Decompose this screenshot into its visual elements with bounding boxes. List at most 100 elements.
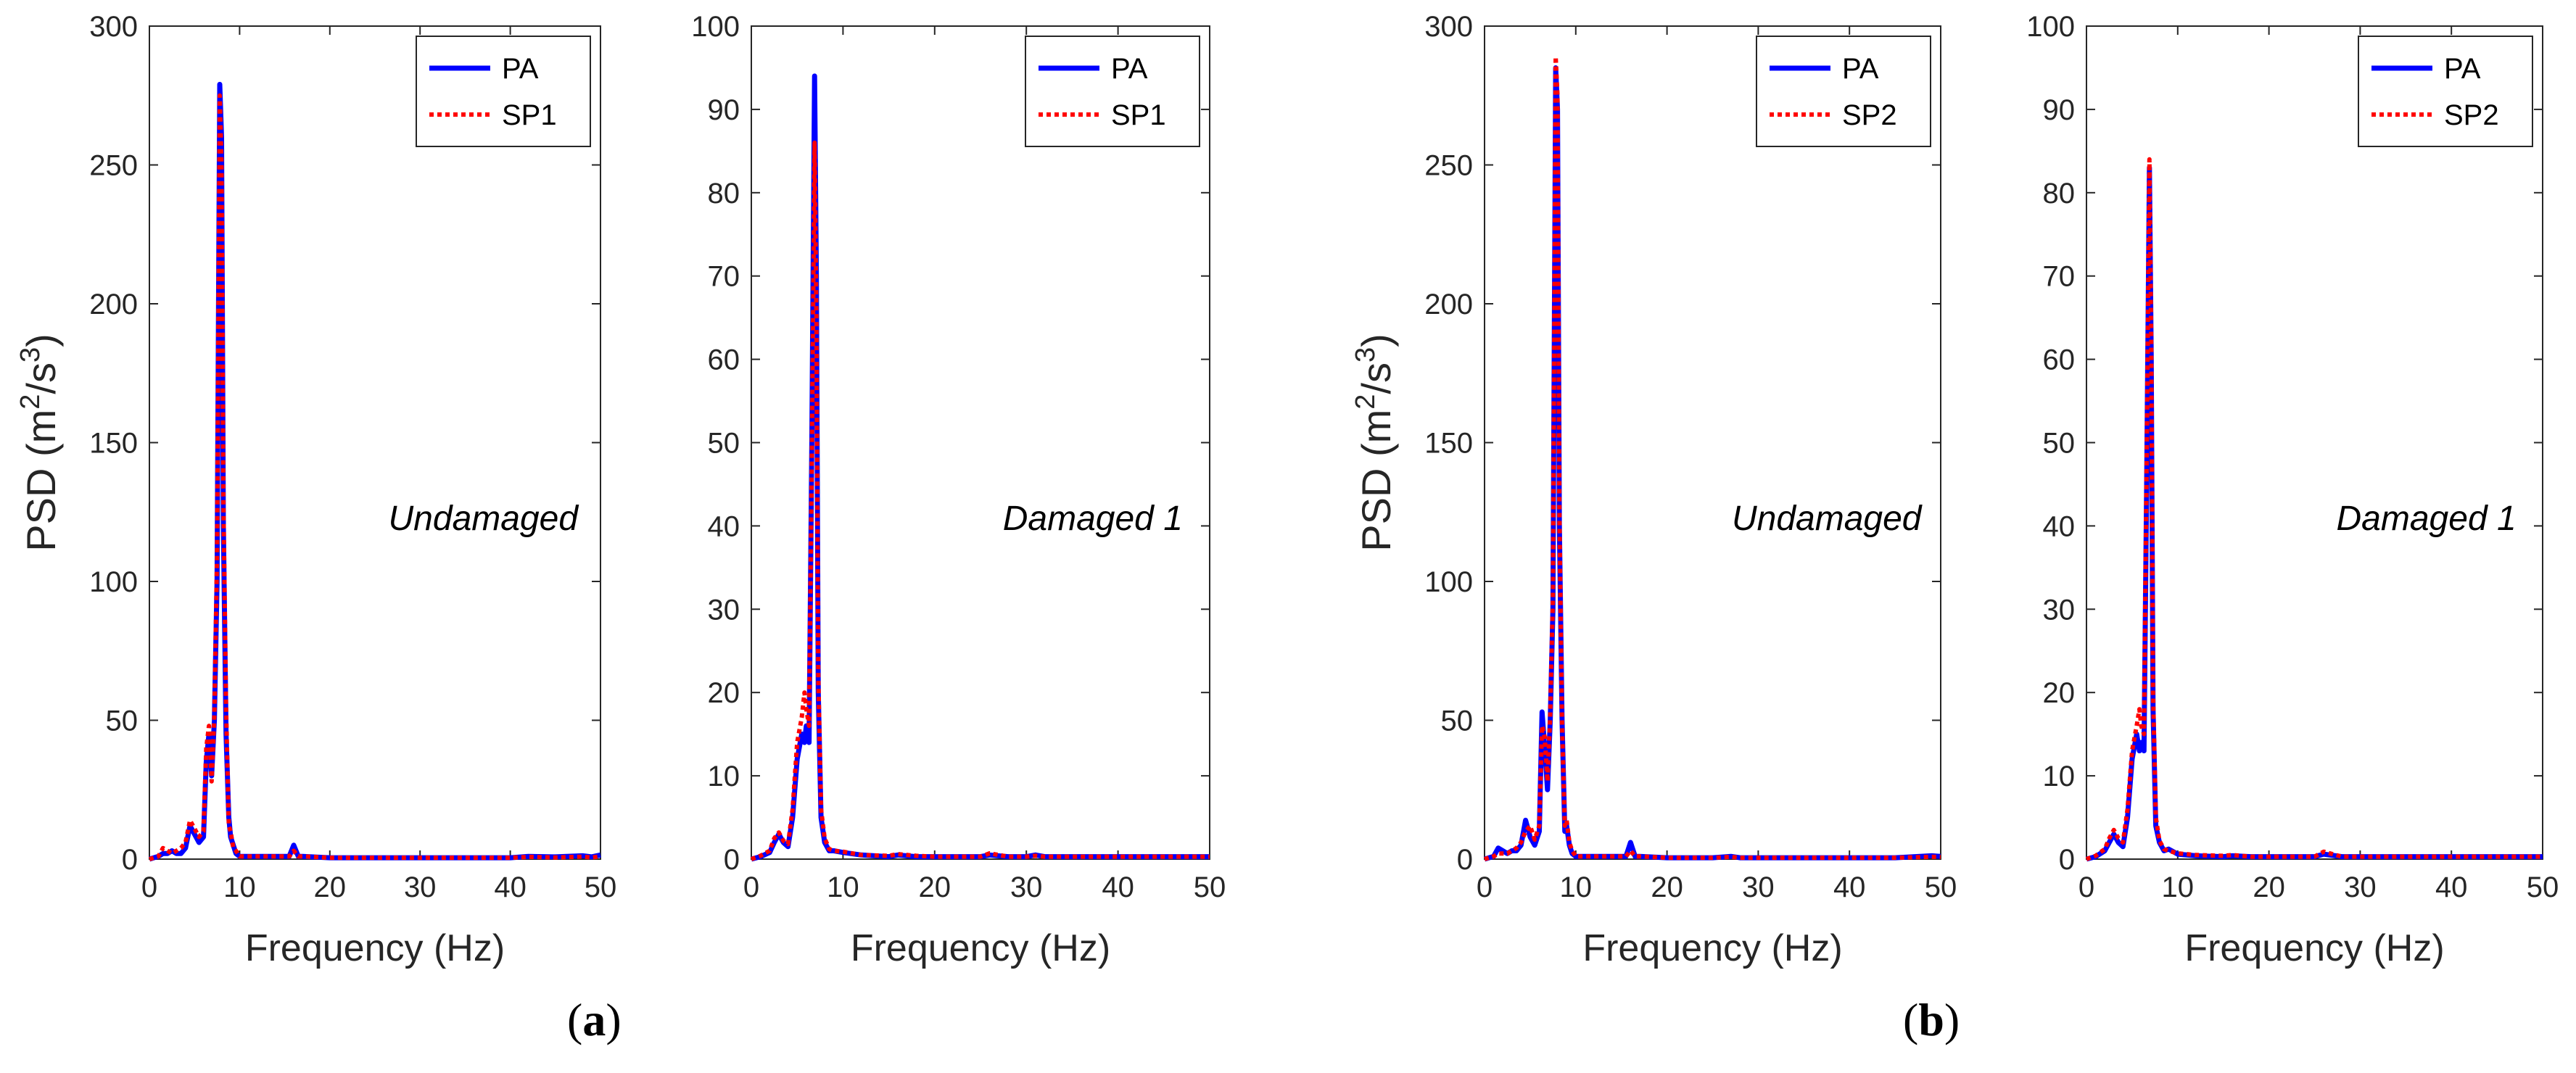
x-tick-label: 50 <box>2527 871 2559 903</box>
y-tick-label: 80 <box>2043 178 2076 210</box>
legend-box <box>1756 36 1931 147</box>
x-tick-label: 0 <box>2078 871 2094 903</box>
panel-label-a: (a) <box>567 994 622 1045</box>
y-tick-label: 0 <box>1457 844 1473 876</box>
plot-area <box>2086 25 2543 860</box>
x-tick-label: 0 <box>141 871 157 903</box>
y-tick-label: 150 <box>89 428 138 460</box>
x-tick-label: 50 <box>585 871 617 903</box>
x-tick-label: 20 <box>314 871 347 903</box>
x-tick-label: 0 <box>743 871 759 903</box>
y-tick-label: 50 <box>2043 428 2076 460</box>
x-axis-label: Frequency (Hz) <box>2184 927 2444 969</box>
y-tick-label: 60 <box>708 344 740 376</box>
x-tick-label: 50 <box>1925 871 1957 903</box>
y-tick-label: 200 <box>1424 289 1473 320</box>
y-tick-label: 50 <box>708 428 740 460</box>
x-axis-label: Frequency (Hz) <box>1582 927 1842 969</box>
y-axis-label-part: PSD (m <box>1353 410 1399 552</box>
x-tick-label: 10 <box>827 871 859 903</box>
y-tick-label: 100 <box>89 566 138 598</box>
y-tick-label: 100 <box>2026 11 2075 43</box>
y-tick-label: 30 <box>708 594 740 626</box>
y-tick-label: 60 <box>2043 344 2076 376</box>
legend-label-pa: PA <box>502 53 539 85</box>
y-tick-label: 10 <box>708 761 740 792</box>
y-tick-label: 20 <box>708 677 740 709</box>
x-tick-label: 10 <box>2162 871 2195 903</box>
y-tick-label: 90 <box>2043 94 2076 126</box>
y-tick-label: 80 <box>708 178 740 210</box>
legend-label-sp1: SP1 <box>502 99 557 131</box>
x-tick-label: 30 <box>1010 871 1043 903</box>
y-tick-label: 0 <box>2059 844 2075 876</box>
y-axis-label: PSD (m2/s3) <box>1350 334 1399 552</box>
legend-box <box>2358 36 2533 147</box>
x-tick-label: 10 <box>1560 871 1593 903</box>
series-sp2-line <box>1484 54 1941 861</box>
chart-annotation: Damaged 1 <box>2337 500 2517 538</box>
legend-label-pa: PA <box>2444 53 2481 85</box>
chart-1: 0 10 20 30 40 50 0 50 100 150 200 250 300 Frequency (… <box>15 11 616 969</box>
plot-area <box>751 25 1210 860</box>
chart-annotation: Damaged 1 <box>1003 500 1183 538</box>
y-tick-label: 20 <box>2043 677 2076 709</box>
legend-label-sp2: SP2 <box>2444 99 2499 131</box>
legend-box <box>416 36 591 147</box>
y-tick-label: 100 <box>691 11 740 43</box>
legend-box <box>1025 36 1200 147</box>
x-tick-label: 20 <box>1651 871 1683 903</box>
y-tick-label: 90 <box>708 94 740 126</box>
y-tick-label: 0 <box>122 844 138 876</box>
y-axis-label-part: /s <box>1353 362 1399 394</box>
series-sp1-line <box>149 93 601 861</box>
x-tick-label: 20 <box>2253 871 2285 903</box>
y-tick-label: 50 <box>1441 705 1474 737</box>
y-tick-label: 200 <box>89 289 138 320</box>
y-tick-label: 40 <box>2043 510 2076 542</box>
chart-annotation: Undamaged <box>1732 500 1923 538</box>
y-tick-label: 10 <box>2043 761 2076 792</box>
y-tick-label: 70 <box>2043 261 2076 293</box>
x-tick-label: 40 <box>1102 871 1134 903</box>
x-tick-label: 40 <box>2435 871 2468 903</box>
chart-2: 0 10 20 30 40 50 0 10 20 30 40 50 60 70 80 90 100 Frequen… <box>691 11 1226 969</box>
y-axis-label: PSD (m2/s3) <box>15 334 64 552</box>
y-tick-label: 300 <box>89 11 138 43</box>
x-tick-label: 30 <box>404 871 437 903</box>
y-axis-label-part: PSD (m <box>18 410 64 552</box>
x-tick-label: 30 <box>1742 871 1775 903</box>
y-tick-label: 40 <box>708 510 740 542</box>
x-tick-label: 10 <box>223 871 256 903</box>
x-tick-label: 30 <box>2344 871 2377 903</box>
y-axis-label-part: ) <box>1353 334 1399 347</box>
x-tick-label: 40 <box>1833 871 1866 903</box>
chart-annotation: Undamaged <box>389 500 579 538</box>
legend-label-sp1: SP1 <box>1111 99 1166 131</box>
chart-3: 0 10 20 30 40 50 0 50 100 150 200 250 300 Frequency (… <box>1350 11 1957 969</box>
y-tick-label: 250 <box>89 150 138 182</box>
x-axis-label: Frequency (Hz) <box>851 927 1110 969</box>
y-tick-label: 0 <box>724 844 740 876</box>
y-tick-label: 150 <box>1424 428 1473 460</box>
legend-label-pa: PA <box>1111 53 1148 85</box>
y-tick-label: 50 <box>106 705 139 737</box>
x-axis-label: Frequency (Hz) <box>245 927 505 969</box>
y-axis-label-superscript: 3 <box>15 347 46 362</box>
panel-label-b: (b) <box>1903 994 1960 1045</box>
series-sp2-line <box>2085 157 2543 861</box>
chart-4: 0 10 20 30 40 50 0 10 20 30 40 50 60 70 80 90 100 Frequen… <box>2026 11 2559 969</box>
y-tick-label: 100 <box>1424 566 1473 598</box>
x-tick-label: 20 <box>919 871 951 903</box>
x-tick-label: 0 <box>1477 871 1493 903</box>
y-axis-label-part: /s <box>18 362 64 394</box>
y-tick-label: 250 <box>1424 150 1473 182</box>
legend-label-pa: PA <box>1842 53 1879 85</box>
y-axis-label-superscript: 2 <box>15 394 46 410</box>
y-axis-label-superscript: 3 <box>1350 347 1381 362</box>
y-axis-label-superscript: 2 <box>1350 394 1381 410</box>
y-axis-label-part: ) <box>18 334 64 347</box>
y-tick-label: 30 <box>2043 594 2076 626</box>
series-sp1-line <box>750 140 1210 861</box>
